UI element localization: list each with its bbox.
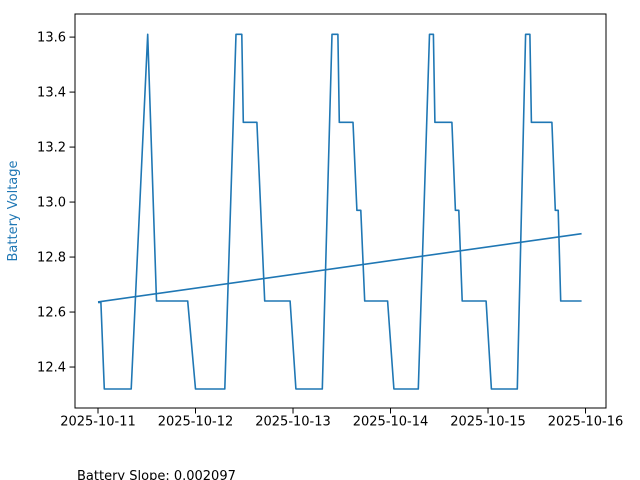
y-axis-label: Battery Voltage — [6, 160, 21, 261]
y-tick-label: 12.6 — [37, 306, 66, 321]
x-tick-label: 2025-10-12 — [158, 415, 234, 430]
battery-slope-text: Battery Slope: 0.002097 — [77, 469, 236, 480]
x-tick-label: 2025-10-15 — [450, 415, 526, 430]
battery-trend-line — [97, 232, 582, 303]
battery-voltage-line — [98, 33, 582, 390]
x-axis-ticks: 2025-10-11 2025-10-12 2025-10-13 2025-10-14… — [60, 408, 623, 430]
y-tick-label: 13.2 — [37, 141, 66, 156]
x-tick-label: 2025-10-13 — [255, 415, 331, 430]
data-series — [97, 33, 582, 390]
plot-border — [74, 13, 607, 409]
chart-annotations: Battery Slope: 0.002097 Battery Min: 12.… — [77, 432, 349, 480]
plot-area — [75, 14, 606, 408]
x-tick-label: 2025-10-16 — [548, 415, 624, 430]
y-tick-label: 13.0 — [37, 196, 66, 211]
y-tick-label: 12.8 — [37, 251, 66, 266]
y-tick-label: 13.4 — [37, 86, 66, 101]
y-axis-ticks: 12.4 12.6 12.8 13.0 13.2 13.4 13.6 — [37, 31, 75, 376]
y-tick-label: 12.4 — [37, 361, 66, 376]
x-tick-label: 2025-10-14 — [353, 415, 429, 430]
x-tick-label: 2025-10-11 — [60, 415, 136, 430]
y-tick-label: 13.6 — [37, 31, 66, 46]
